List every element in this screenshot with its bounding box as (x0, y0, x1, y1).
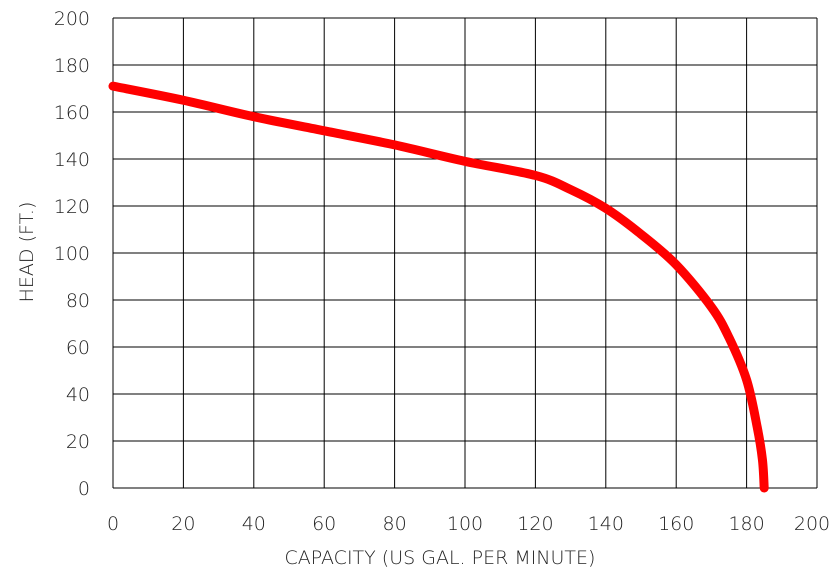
x-tick-label-5: 100 (447, 513, 483, 535)
y-tick-label-4: 80 (66, 290, 90, 312)
y-tick-label-1: 20 (66, 431, 90, 453)
y-tick-label-0: 0 (78, 478, 90, 500)
y-tick-label-3: 60 (66, 337, 90, 359)
y-tick-label-6: 120 (54, 196, 90, 218)
y-tick-label-10: 200 (54, 8, 90, 30)
y-tick-label-9: 180 (54, 55, 90, 77)
y-axis-tick-labels: 0 20 40 60 80 100 120 140 160 180 200 (54, 8, 90, 500)
x-tick-label-3: 60 (312, 513, 336, 535)
x-tick-label-1: 20 (171, 513, 195, 535)
chart-series (108, 81, 769, 493)
x-tick-label-2: 40 (242, 513, 266, 535)
y-axis-title: HEAD (FT.) (16, 202, 38, 303)
y-tick-label-5: 100 (54, 243, 90, 265)
chart-grid (112, 17, 818, 489)
y-tick-label-2: 40 (66, 384, 90, 406)
x-tick-label-7: 140 (588, 513, 624, 535)
x-tick-label-0: 0 (107, 513, 119, 535)
x-axis-tick-labels: 0 20 40 60 80 100 120 140 160 180 200 (107, 513, 830, 535)
y-tick-label-8: 160 (54, 102, 90, 124)
x-tick-label-6: 120 (517, 513, 553, 535)
y-tick-label-7: 140 (54, 149, 90, 171)
x-axis-title: CAPACITY (US GAL. PER MINUTE) (285, 547, 596, 569)
series-line-0 (108, 81, 769, 493)
x-tick-label-9: 180 (728, 513, 764, 535)
x-tick-label-8: 160 (658, 513, 694, 535)
x-tick-label-4: 80 (383, 513, 407, 535)
x-tick-label-10: 200 (794, 513, 830, 535)
